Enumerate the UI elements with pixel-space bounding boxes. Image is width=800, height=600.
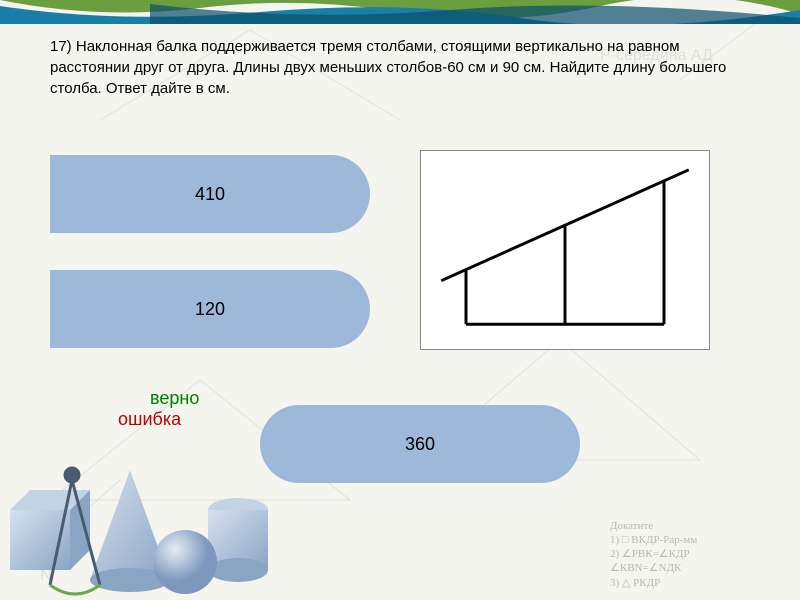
- option-1-label: 410: [195, 184, 225, 205]
- option-3-label: 360: [405, 434, 435, 455]
- question-body: Наклонная балка поддерживается тремя сто…: [50, 38, 726, 97]
- note-line-3: ∠КВN=∠NДК: [610, 561, 790, 575]
- question-text: 17) Наклонная балка поддерживается тремя…: [50, 36, 760, 99]
- feedback-overlay: верно ошибка: [150, 388, 213, 430]
- feedback-error: ошибка: [118, 409, 181, 429]
- note-line-4: 3) △ РКДР: [610, 576, 790, 590]
- note-line-0: Докатите: [610, 519, 790, 533]
- top-color-band: [0, 0, 800, 24]
- option-2[interactable]: 120: [50, 270, 370, 348]
- feedback-correct: верно: [150, 388, 199, 408]
- background-handwriting: Докатите 1) □ ВКДР-Рар-мм 2) ∠РВК=∠КДР ∠…: [610, 519, 790, 590]
- note-line-2: 2) ∠РВК=∠КДР: [610, 547, 790, 561]
- cylinder-icon: [208, 498, 268, 582]
- option-1[interactable]: 410: [50, 155, 370, 233]
- option-2-label: 120: [195, 299, 225, 320]
- note-line-1: 1) □ ВКДР-Рар-мм: [610, 533, 790, 547]
- sphere-icon: [153, 530, 217, 594]
- question-number: 17): [50, 38, 72, 55]
- beam-diagram: [420, 150, 710, 350]
- option-3[interactable]: 360: [260, 405, 580, 483]
